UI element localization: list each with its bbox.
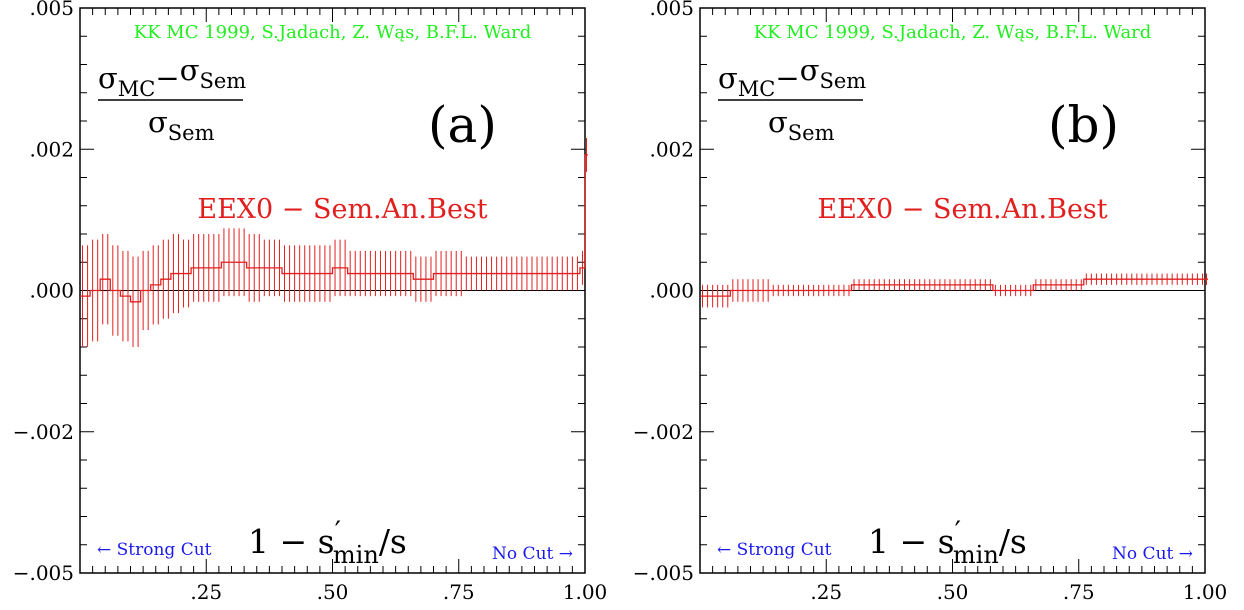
data-series (80, 137, 588, 347)
strong-cut-label: ← Strong Cut (97, 540, 212, 560)
x-axis-label: 1 − s′ min/s (248, 515, 407, 569)
panel-tag: (b) (1048, 96, 1119, 154)
x-tick-label: .50 (317, 580, 349, 604)
formula-denominator: σSem (768, 105, 835, 145)
y-tick-label: −.002 (633, 420, 694, 444)
y-tick-label: .000 (29, 279, 74, 303)
series-line (700, 278, 1208, 297)
no-cut-label: No Cut → (1112, 544, 1193, 564)
no-cut-label: No Cut → (492, 544, 573, 564)
formula-numerator: σMC−σSem (718, 53, 866, 101)
panel-tag: (a) (428, 96, 497, 154)
y-tick-label: −.005 (13, 561, 74, 585)
y-tick-label: .002 (649, 137, 694, 161)
y-tick-label: .005 (649, 0, 694, 20)
formula-denominator: σSem (148, 105, 215, 145)
x-tick-label: .75 (1063, 580, 1095, 604)
x-tick-label: .25 (810, 580, 842, 604)
data-series (700, 273, 1208, 308)
x-tick-label: .75 (443, 580, 475, 604)
x-tick-label: 1.00 (563, 580, 608, 604)
credit-line: KK MC 1999, S.Jadach, Z. Wąs, B.F.L. War… (754, 22, 1152, 43)
panel-a: .005 .002 .000 −.002 −.005 .25 .50 .75 1.00 KK MC… (13, 0, 608, 604)
x-tick-label: 1.00 (1183, 580, 1228, 604)
x-tick-label: .25 (190, 580, 222, 604)
x-axis-label: 1 − s′ min/s (868, 515, 1027, 569)
series-label: EEX0 − Sem.An.Best (197, 194, 487, 225)
x-tick-label: .50 (937, 580, 969, 604)
strong-cut-label: ← Strong Cut (717, 540, 832, 560)
y-tick-label: −.002 (13, 420, 74, 444)
y-tick-label: .005 (29, 0, 74, 20)
y-tick-label: .000 (649, 279, 694, 303)
y-tick-label: .002 (29, 137, 74, 161)
y-tick-label: −.005 (633, 561, 694, 585)
panel-b: .005 .002 .000 −.002 −.005 .25 .50 .75 1.00 KK MC… (633, 0, 1228, 604)
series-label: EEX0 − Sem.An.Best (817, 194, 1107, 225)
credit-line: KK MC 1999, S.Jadach, Z. Wąs, B.F.L. War… (134, 22, 532, 43)
formula-numerator: σMC−σSem (98, 53, 246, 101)
